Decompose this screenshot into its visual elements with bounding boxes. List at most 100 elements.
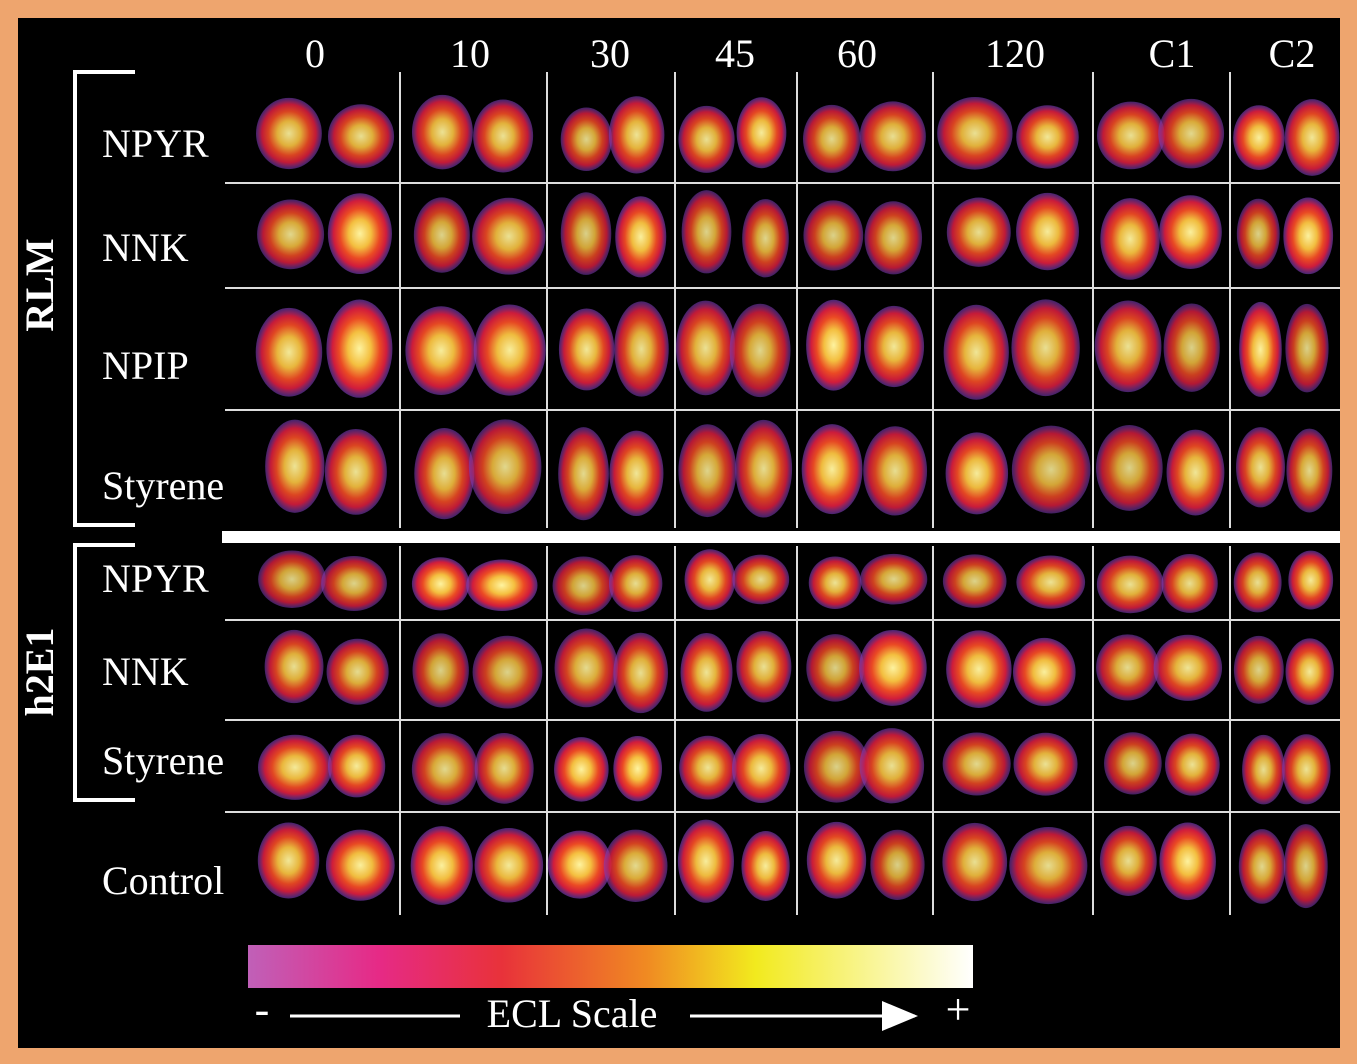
- spot: [609, 96, 664, 173]
- spot: [474, 305, 546, 396]
- spot: [942, 823, 1007, 901]
- spot: [1285, 304, 1328, 392]
- spot: [412, 557, 469, 610]
- spot: [803, 105, 860, 173]
- spot: [730, 304, 791, 397]
- row-label: NPYR: [102, 556, 209, 601]
- spot: [609, 555, 662, 612]
- spot: [548, 831, 612, 899]
- spot: [475, 828, 544, 903]
- spot: [1014, 733, 1078, 796]
- spot: [802, 424, 863, 514]
- spot: [1159, 195, 1222, 269]
- spot: [859, 630, 927, 706]
- spot: [1016, 193, 1079, 270]
- spot: [1158, 99, 1224, 169]
- spot: [1233, 105, 1285, 170]
- column-header: C2: [1269, 31, 1316, 76]
- spot: [614, 301, 669, 396]
- spot: [412, 733, 478, 805]
- spot: [1284, 824, 1328, 908]
- spot: [265, 420, 324, 513]
- spot: [258, 551, 326, 608]
- row-label: NNK: [102, 649, 189, 694]
- spot: [466, 559, 537, 611]
- spot: [865, 201, 922, 274]
- spot: [1100, 198, 1159, 280]
- spot: [685, 549, 736, 610]
- spot: [559, 308, 614, 390]
- spot: [937, 97, 1012, 170]
- group-label: RLM: [17, 238, 62, 331]
- column-header: 60: [837, 31, 877, 76]
- spot: [678, 424, 736, 517]
- spot: [860, 101, 926, 171]
- spot: [1097, 102, 1165, 170]
- spot: [1286, 638, 1334, 704]
- spot: [742, 199, 789, 277]
- spot: [679, 736, 736, 800]
- spot: [412, 95, 473, 170]
- row-label: NNK: [102, 225, 189, 270]
- spot: [806, 300, 861, 391]
- spot: [860, 554, 927, 605]
- spot: [1234, 636, 1284, 704]
- spot: [327, 639, 389, 705]
- group-separator: [222, 531, 1340, 543]
- spot: [944, 305, 1009, 400]
- spot: [256, 308, 323, 397]
- figure: RLM h2E1 - ECL Scale + 010304560120C1C2N…: [0, 0, 1357, 1064]
- spot: [943, 733, 1011, 796]
- spot: [414, 428, 474, 519]
- spot: [473, 636, 543, 709]
- spot: [604, 830, 668, 902]
- spot: [1234, 553, 1282, 613]
- spot: [732, 734, 790, 803]
- spot: [803, 200, 863, 270]
- spot: [1011, 299, 1079, 396]
- spot: [265, 630, 324, 703]
- spot: [1165, 734, 1220, 796]
- spot: [326, 300, 392, 398]
- scale-title: ECL Scale: [487, 991, 658, 1036]
- spot: [613, 736, 662, 801]
- spot: [321, 556, 387, 611]
- spot: [1016, 556, 1085, 609]
- column-header: 120: [985, 31, 1045, 76]
- spot: [1159, 822, 1216, 900]
- spot: [1285, 99, 1340, 176]
- row-label: NPYR: [102, 121, 209, 166]
- spot: [609, 431, 663, 516]
- spot: [736, 631, 791, 703]
- scale-min: -: [255, 985, 270, 1034]
- spot: [1016, 105, 1079, 168]
- spot: [405, 306, 476, 395]
- column-header: 30: [590, 31, 630, 76]
- spot: [870, 830, 924, 900]
- spot: [1013, 638, 1076, 706]
- spot: [1286, 429, 1332, 513]
- spot: [561, 192, 612, 275]
- spot: [472, 198, 545, 275]
- group-label: h2E1: [17, 628, 62, 717]
- spot: [1288, 551, 1333, 610]
- spot: [1236, 427, 1285, 507]
- spot: [737, 97, 787, 168]
- spot: [258, 823, 319, 899]
- spot: [1097, 556, 1164, 614]
- spot: [860, 728, 925, 803]
- spot: [682, 190, 732, 273]
- ecl-scale-bar: [248, 945, 973, 988]
- spot: [475, 733, 534, 804]
- row-label: Styrene: [102, 463, 224, 508]
- row-label: NPIP: [102, 343, 189, 388]
- spot: [681, 633, 733, 712]
- spot: [809, 556, 862, 609]
- spot: [804, 731, 869, 803]
- spot: [1009, 827, 1087, 904]
- spot: [732, 555, 789, 605]
- spot: [946, 630, 1011, 708]
- spot: [469, 419, 542, 514]
- spot: [678, 106, 734, 173]
- spot: [678, 820, 734, 903]
